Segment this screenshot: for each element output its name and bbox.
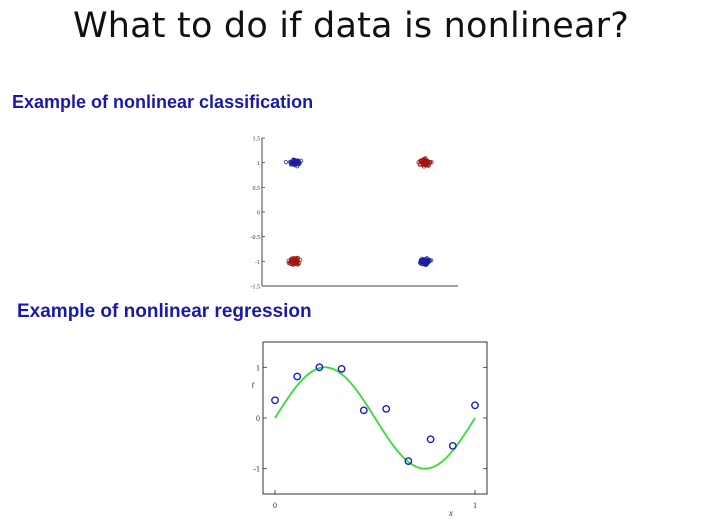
regression-plot: 10-10 1tx xyxy=(252,341,488,518)
data-point xyxy=(404,457,413,466)
blue-class-point xyxy=(426,259,431,265)
x-axis-label: x xyxy=(448,508,453,518)
classification-scatter-plot: 1.5 1 0.5 0 -0.5 -1 -1.5 xyxy=(251,137,458,291)
regression-heading: Example of nonlinear regression xyxy=(17,301,312,322)
blue-class-point xyxy=(420,261,426,266)
data-point xyxy=(471,401,479,410)
y-tick-label: -0.5 xyxy=(251,235,261,241)
blue-class-point xyxy=(283,159,289,165)
y-tick-label: 0 xyxy=(257,211,260,217)
data-point xyxy=(359,406,368,415)
data-point xyxy=(293,372,302,381)
blue-class-point xyxy=(296,162,301,167)
y-tick-label: 0.5 xyxy=(253,186,261,192)
red-class-point xyxy=(421,159,426,164)
y-tick-label: -1 xyxy=(255,260,260,266)
red-class-point xyxy=(423,159,428,164)
y-tick-label: 1 xyxy=(257,161,260,167)
y-tick-label: -1.5 xyxy=(251,285,261,291)
red-class-point xyxy=(293,256,298,262)
data-point xyxy=(271,396,279,405)
slide-title: What to do if data is nonlinear? xyxy=(72,6,630,46)
data-point xyxy=(337,364,346,373)
y-tick-label: 1 xyxy=(256,363,260,372)
red-class-point xyxy=(429,160,434,165)
y-tick-label: 1.5 xyxy=(253,137,261,143)
blue-class-point xyxy=(422,258,427,263)
data-point xyxy=(315,363,324,372)
y-axis-label: t xyxy=(252,380,255,390)
data-point xyxy=(382,405,391,413)
classification-heading: Example of nonlinear classification xyxy=(12,92,314,112)
data-point xyxy=(448,442,457,450)
sine-curve xyxy=(274,366,476,470)
y-tick-label: 0 xyxy=(256,414,260,423)
x-tick-label: 0 xyxy=(273,501,277,510)
y-tick-label: -1 xyxy=(253,465,260,474)
x-tick-label: 1 xyxy=(473,501,477,510)
data-point xyxy=(426,435,435,444)
